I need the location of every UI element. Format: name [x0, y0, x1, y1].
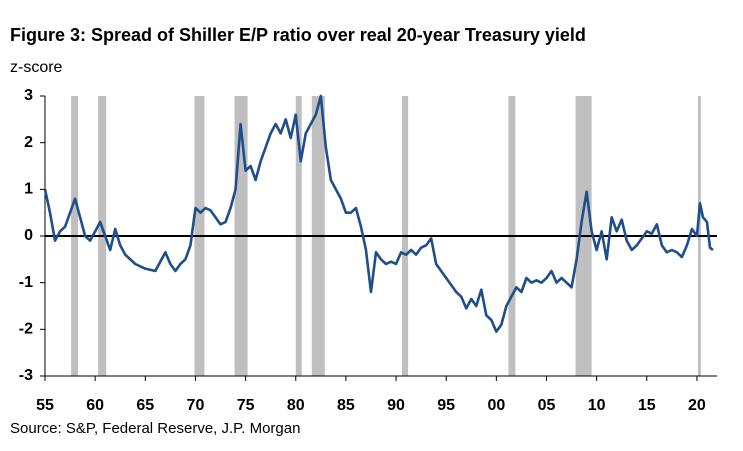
x-tick-label: 05 — [538, 397, 556, 414]
x-tick-label: 55 — [36, 397, 54, 414]
y-tick-label: 3 — [24, 87, 33, 104]
x-tick-label: 15 — [638, 397, 656, 414]
y-tick-label: -2 — [19, 321, 33, 338]
x-tick-label: 00 — [487, 397, 505, 414]
x-tick-label: 10 — [588, 397, 606, 414]
x-tick-label: 20 — [688, 397, 706, 414]
data-line — [43, 94, 714, 333]
x-tick-label: 80 — [287, 397, 305, 414]
y-tick-label: 1 — [24, 181, 33, 198]
x-tick-label: 65 — [136, 397, 154, 414]
y-tick-label: 0 — [24, 227, 33, 244]
x-tick-label: 90 — [387, 397, 405, 414]
y-axis-label: z-score — [10, 59, 63, 76]
x-tick-label: 85 — [337, 397, 355, 414]
x-tick-label: 75 — [237, 397, 255, 414]
chart-title: Figure 3: Spread of Shiller E/P ratio ov… — [10, 25, 586, 45]
x-tick-label: 60 — [86, 397, 104, 414]
source-note: Source: S&P, Federal Reserve, J.P. Morga… — [10, 420, 300, 437]
y-tick-label: -3 — [19, 367, 33, 384]
x-tick-label: 70 — [187, 397, 205, 414]
y-tick-label: -1 — [19, 274, 33, 291]
y-tick-label: 2 — [24, 134, 33, 151]
x-tick-label: 95 — [437, 397, 455, 414]
